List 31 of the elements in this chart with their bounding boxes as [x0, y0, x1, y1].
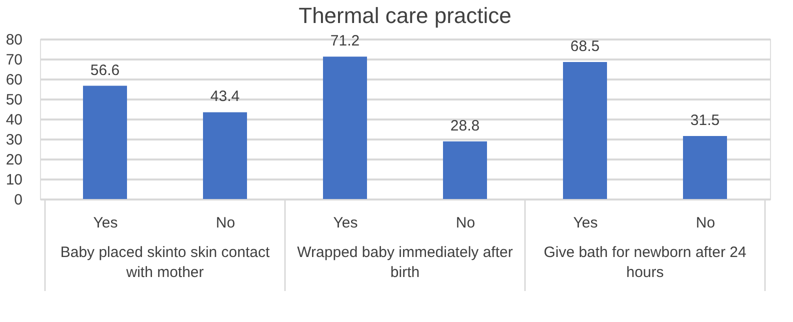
data-label: 56.6 [90, 62, 120, 79]
x-tick-label: Yes [333, 214, 358, 232]
x-tick-label: No [216, 214, 236, 232]
y-tick-label: 30 [6, 132, 22, 148]
x-tick-label: No [696, 214, 716, 232]
text: Give bath for newborn after 24 hours [544, 244, 746, 281]
y-tick-label: 40 [6, 112, 22, 128]
y-tick-label: 0 [14, 192, 22, 208]
y-tick-label: 10 [6, 172, 22, 188]
data-label: 28.8 [450, 117, 480, 134]
y-tick-label: 70 [6, 52, 22, 68]
y-tick-label: 20 [6, 152, 22, 168]
x-tick-label: Yes [573, 214, 598, 232]
x-tick-label: Yes [93, 214, 118, 232]
text: Baby placed skinto skin contact with mother [60, 244, 270, 281]
y-tick-label: 80 [6, 32, 22, 48]
x-tick-label: No [456, 214, 476, 232]
bar [443, 141, 487, 199]
bar [323, 56, 367, 199]
y-tick-label: 60 [6, 72, 22, 88]
bar [563, 62, 607, 199]
data-label: 43.4 [210, 88, 240, 106]
data-label: 71.2 [330, 32, 360, 50]
chart-title: Thermal care practice [298, 3, 512, 28]
bar [683, 136, 727, 199]
bar [83, 86, 127, 199]
data-label: 68.5 [570, 38, 600, 55]
data-label: 31.5 [690, 112, 720, 129]
text: Wrapped baby immediately after birth [297, 244, 513, 281]
bar [203, 112, 247, 199]
y-tick-label: 50 [6, 92, 22, 108]
